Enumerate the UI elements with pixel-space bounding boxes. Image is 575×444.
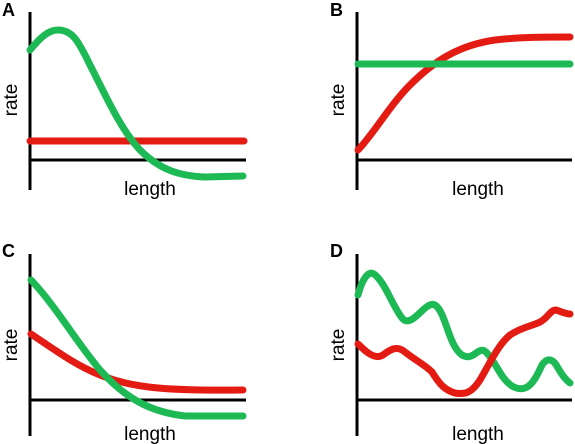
panel-a-xlabel: length [124, 179, 176, 200]
panel-a-ylabel: rate [1, 84, 22, 117]
panel-b-xlabel: length [452, 179, 504, 200]
panel-b-ylabel: rate [328, 84, 349, 117]
panel-c-green-curve [27, 276, 247, 420]
panel-d-letter: D [330, 241, 343, 261]
panel-d-axes [355, 254, 572, 436]
panel-d-red-curve [354, 306, 574, 398]
panel-b: B rate length [328, 0, 574, 200]
panel-b-axes [355, 12, 572, 190]
panel-d-ylabel: rate [328, 329, 349, 362]
panel-b-letter: B [330, 0, 343, 20]
panel-c-ylabel: rate [1, 329, 22, 362]
panel-c-red-curve [27, 330, 247, 394]
panel-a: A rate length [1, 0, 248, 200]
panel-c-xlabel: length [124, 424, 176, 444]
panel-d-xlabel: length [452, 424, 504, 444]
panel-b-red-curve [354, 33, 574, 154]
panel-a-green-curve [26, 26, 247, 181]
panel-a-letter: A [2, 0, 15, 20]
panel-c: C rate length [1, 241, 247, 444]
panel-d: D rate length [328, 241, 574, 444]
panel-a-axes [28, 12, 246, 190]
panel-c-letter: C [2, 241, 15, 261]
panel-d-green-curve [354, 269, 574, 393]
panel-c-axes [28, 254, 246, 436]
